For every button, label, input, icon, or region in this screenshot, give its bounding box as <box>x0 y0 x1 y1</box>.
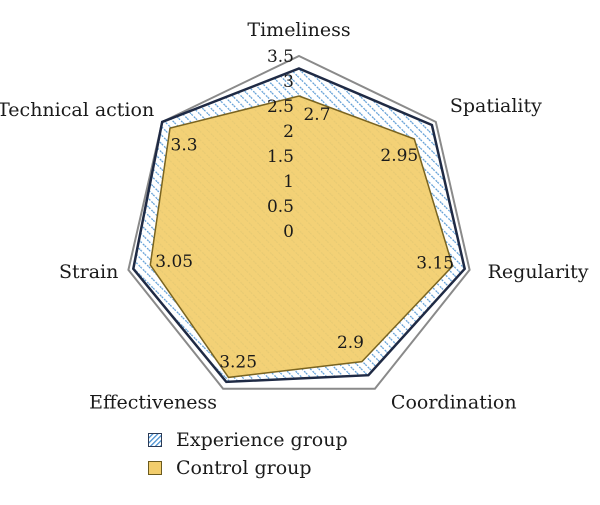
scale-tick-label: 3.5 <box>267 47 294 67</box>
control-value-label: 2.9 <box>337 333 364 353</box>
axis-label: Effectiveness <box>89 392 217 414</box>
axis-label: Spatiality <box>450 95 542 117</box>
legend-item-control: Control group <box>148 454 348 482</box>
scale-tick-label: 0.5 <box>267 197 294 217</box>
control-value-label: 3.3 <box>171 136 198 156</box>
control-value-label: 2.95 <box>380 146 418 166</box>
control-swatch <box>148 461 162 475</box>
experience-swatch <box>148 433 162 447</box>
axis-label: Regularity <box>488 261 589 283</box>
scale-tick-label: 1 <box>283 172 294 192</box>
control-value-label: 3.25 <box>219 353 257 373</box>
control-value-label: 3.05 <box>155 252 193 272</box>
scale-tick-label: 1.5 <box>267 147 294 167</box>
axis-label: Coordination <box>391 392 517 414</box>
scale-tick-label: 3 <box>283 72 294 92</box>
series-control-area <box>149 95 454 379</box>
control-value-label: 3.15 <box>416 254 454 274</box>
scale-tick-label: 2.5 <box>267 97 294 117</box>
scale-tick-label: 2 <box>283 122 294 142</box>
legend-label-control: Control group <box>176 457 312 479</box>
legend-label-experience: Experience group <box>176 429 348 451</box>
control-value-label: 2.7 <box>303 105 330 125</box>
axis-label: Strain <box>59 261 118 283</box>
axis-label: Timeliness <box>247 19 350 41</box>
legend: Experience group Control group <box>148 426 348 482</box>
scale-tick-label: 0 <box>283 222 294 242</box>
axis-label: Technical action <box>0 99 154 121</box>
legend-item-experience: Experience group <box>148 426 348 454</box>
